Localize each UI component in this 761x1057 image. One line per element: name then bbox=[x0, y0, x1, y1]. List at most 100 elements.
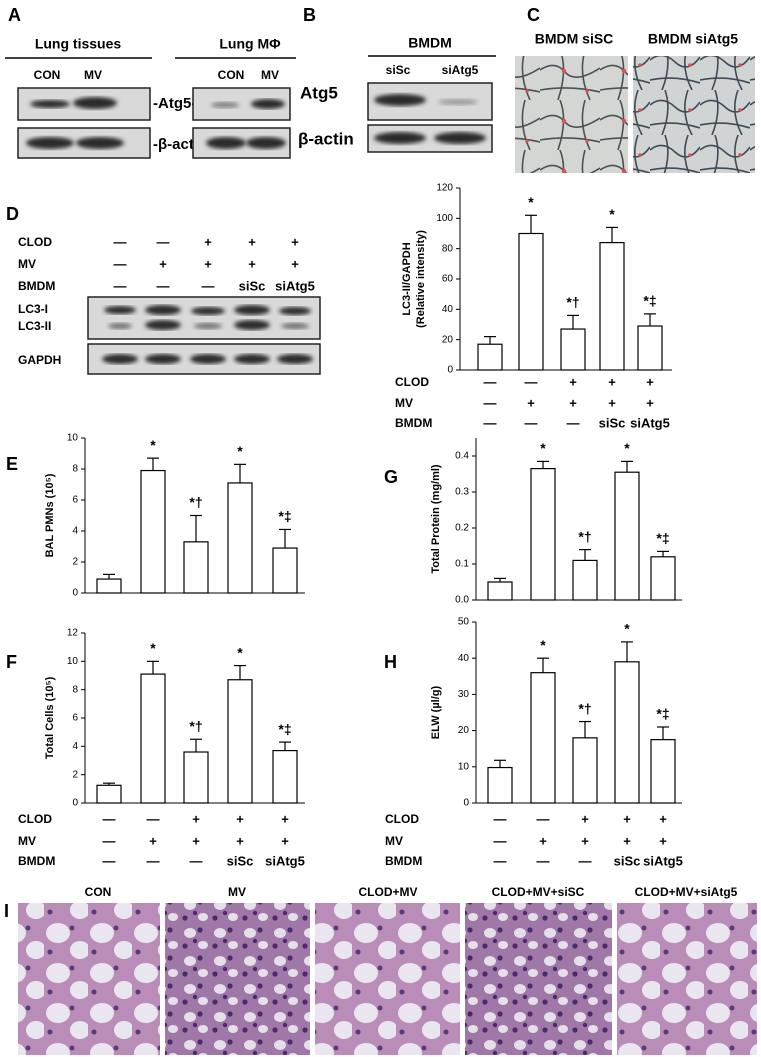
condition-value: + bbox=[281, 833, 289, 848]
blot bbox=[87, 296, 321, 340]
condition-name: MV bbox=[385, 834, 403, 848]
bar bbox=[599, 242, 625, 371]
annotation: *† bbox=[578, 700, 591, 716]
condition-name: MV bbox=[18, 834, 36, 848]
condition-value: + bbox=[236, 833, 244, 848]
y-tick-label: 0 bbox=[447, 365, 453, 376]
y-tick-label: 0.3 bbox=[455, 487, 469, 498]
annotation: *† bbox=[189, 494, 202, 510]
bar bbox=[183, 751, 209, 804]
image-label: BMDM siAtg5 bbox=[648, 31, 738, 47]
y-tick-label: 0.1 bbox=[455, 559, 469, 570]
condition-value: — bbox=[494, 853, 507, 868]
condition-value: — bbox=[114, 256, 127, 271]
band bbox=[251, 99, 285, 109]
y-tick-label: 8 bbox=[72, 464, 78, 475]
condition-value: siAtg5 bbox=[643, 853, 683, 868]
condition-value: — bbox=[525, 374, 538, 389]
bar bbox=[96, 578, 122, 594]
lane-label: siSc bbox=[386, 63, 411, 77]
panel-letter: I bbox=[4, 901, 9, 921]
bar bbox=[614, 471, 640, 601]
micrograph bbox=[617, 903, 757, 1055]
band bbox=[30, 100, 70, 108]
condition-value: + bbox=[659, 833, 667, 848]
y-tick-label: 20 bbox=[442, 334, 454, 345]
bar bbox=[487, 766, 513, 804]
condition-value: — bbox=[537, 853, 550, 868]
band-label: GAPDH bbox=[18, 353, 61, 367]
y-tick-label: 4 bbox=[72, 741, 78, 752]
y-tick-label: 0.2 bbox=[455, 523, 469, 534]
condition-value: + bbox=[539, 833, 547, 848]
condition-value: + bbox=[608, 374, 616, 389]
bar bbox=[183, 541, 209, 594]
condition-value: siAtg5 bbox=[265, 853, 305, 868]
condition-name: BMDM bbox=[18, 279, 55, 293]
condition-value: siAtg5 bbox=[630, 415, 670, 430]
condition-value: — bbox=[494, 833, 507, 848]
bar bbox=[227, 679, 253, 804]
band bbox=[206, 137, 246, 149]
lane-label: MV bbox=[84, 68, 102, 82]
y-tick-label: 100 bbox=[436, 213, 453, 224]
y-tick-label: 10 bbox=[67, 433, 79, 444]
annotation: * bbox=[528, 194, 534, 210]
condition-value: + bbox=[608, 395, 616, 410]
bands bbox=[104, 305, 311, 330]
lane-label: CON bbox=[34, 68, 61, 82]
band-label: Atg5 bbox=[300, 83, 338, 102]
annotation: * bbox=[237, 644, 243, 660]
panel-letter: A bbox=[8, 5, 21, 25]
image-label: MV bbox=[228, 885, 246, 899]
annotation: *‡ bbox=[656, 530, 669, 546]
band bbox=[438, 99, 478, 105]
y-tick-label: 0.4 bbox=[455, 451, 469, 462]
bar bbox=[272, 547, 298, 594]
y-tick-label: 40 bbox=[458, 653, 470, 664]
y-axis-label: LC3-II/GAPDH bbox=[401, 242, 413, 315]
band bbox=[73, 97, 117, 109]
annotation: * bbox=[540, 637, 546, 653]
condition-name: BMDM bbox=[395, 416, 432, 430]
bar bbox=[518, 232, 544, 371]
condition-value: + bbox=[646, 374, 654, 389]
condition-value: — bbox=[114, 234, 127, 249]
condition-value: + bbox=[646, 395, 654, 410]
y-tick-label: 6 bbox=[72, 713, 78, 724]
y-tick-label: 120 bbox=[436, 183, 453, 194]
condition-value: + bbox=[623, 833, 631, 848]
condition-value: siAtg5 bbox=[275, 278, 315, 293]
panel-letter: E bbox=[6, 454, 18, 474]
y-tick-label: 2 bbox=[72, 557, 78, 568]
image-label: CLOD+MV+siSC bbox=[492, 885, 585, 899]
panel-letter: F bbox=[6, 652, 17, 672]
band bbox=[374, 132, 426, 144]
bar bbox=[477, 343, 503, 371]
annotation: *† bbox=[578, 528, 591, 544]
band bbox=[26, 137, 74, 149]
condition-value: siSc bbox=[227, 853, 254, 868]
condition-value: + bbox=[248, 234, 256, 249]
condition-value: + bbox=[192, 811, 200, 826]
condition-value: — bbox=[114, 278, 127, 293]
y-tick-label: 0.0 bbox=[455, 595, 469, 606]
bar bbox=[572, 737, 598, 804]
panel-letter: C bbox=[527, 5, 540, 25]
y-tick-label: 8 bbox=[72, 684, 78, 695]
condition-name: CLOD bbox=[18, 812, 52, 826]
condition-value: — bbox=[103, 833, 116, 848]
condition-value: siSc bbox=[239, 278, 266, 293]
bar bbox=[637, 325, 663, 371]
bar bbox=[96, 784, 122, 804]
condition-name: BMDM bbox=[385, 854, 422, 868]
condition-value: — bbox=[190, 853, 203, 868]
condition-value: + bbox=[236, 811, 244, 826]
condition-value: + bbox=[659, 811, 667, 826]
y-axis-label: Total Cells (10⁵) bbox=[44, 676, 56, 759]
annotation: * bbox=[150, 640, 156, 656]
condition-value: + bbox=[192, 833, 200, 848]
lane-label: siAtg5 bbox=[442, 63, 479, 77]
y-tick-label: 30 bbox=[458, 689, 470, 700]
y-tick-label: 50 bbox=[458, 617, 470, 628]
